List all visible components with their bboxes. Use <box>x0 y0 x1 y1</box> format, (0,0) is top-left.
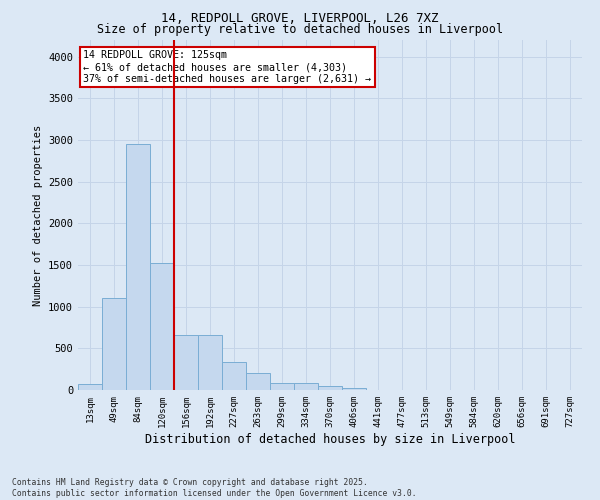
Text: 14, REDPOLL GROVE, LIVERPOOL, L26 7XZ: 14, REDPOLL GROVE, LIVERPOOL, L26 7XZ <box>161 12 439 26</box>
Bar <box>78 384 102 390</box>
Bar <box>270 382 294 390</box>
Bar <box>318 386 342 390</box>
Bar <box>342 388 366 390</box>
Bar <box>294 382 318 390</box>
Bar <box>150 262 174 390</box>
Bar <box>246 374 270 390</box>
Bar <box>174 335 198 390</box>
X-axis label: Distribution of detached houses by size in Liverpool: Distribution of detached houses by size … <box>145 432 515 446</box>
Text: 14 REDPOLL GROVE: 125sqm
← 61% of detached houses are smaller (4,303)
37% of sem: 14 REDPOLL GROVE: 125sqm ← 61% of detach… <box>83 50 371 84</box>
Bar <box>198 335 222 390</box>
Bar <box>126 144 150 390</box>
Bar <box>102 298 126 390</box>
Text: Contains HM Land Registry data © Crown copyright and database right 2025.
Contai: Contains HM Land Registry data © Crown c… <box>12 478 416 498</box>
Bar <box>222 362 246 390</box>
Y-axis label: Number of detached properties: Number of detached properties <box>32 124 43 306</box>
Text: Size of property relative to detached houses in Liverpool: Size of property relative to detached ho… <box>97 22 503 36</box>
